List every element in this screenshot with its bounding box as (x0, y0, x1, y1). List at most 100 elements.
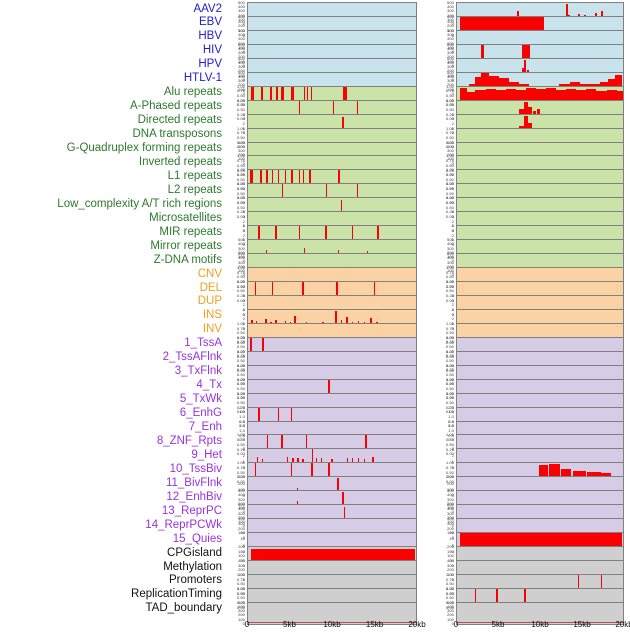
y-tick-label: 1.00 (236, 83, 245, 89)
y-tick-label: 0.00 (445, 214, 454, 219)
y-tick-label: 2 (242, 316, 245, 322)
y-tick-label: 0.25 (236, 139, 245, 145)
track-label-ebv: EBV (198, 16, 222, 29)
track-label-hiv: HIV (202, 44, 222, 57)
y-tick-label: 0.50 (445, 469, 454, 475)
y-tick-label: 200 (238, 82, 245, 88)
y-tick-label: 1 (451, 223, 454, 229)
y-tick-label: 0 (451, 63, 454, 68)
y-tick-label: 1.00 (236, 586, 245, 591)
y-axis-ticks: 1.00 0.75 0.50 0.25 0.00 (228, 97, 246, 122)
track-bar (521, 44, 531, 65)
y-tick-label: 300 (238, 608, 245, 614)
y-tick-label: 4 (451, 209, 454, 215)
y-tick-label: 100 (238, 44, 245, 50)
track-bar (260, 86, 264, 107)
y-tick-label: 100 (238, 17, 245, 22)
y-axis-ticks: 1.00 0.75 0.50 0.25 0.00 (228, 126, 246, 150)
track-bar (535, 89, 547, 107)
y-tick-label: 2 (451, 232, 454, 238)
y-axis-ticks: 1.00 0.75 0.50 0.25 0.00 (437, 321, 455, 345)
y-tick-label: 100 (238, 156, 245, 162)
y-axis-ticks: 1.00 0.75 0.50 0.25 0.00 (437, 126, 455, 150)
y-tick-label: 0.75 (236, 590, 245, 596)
y-axis-ticks: 1.00 0.75 0.50 0.25 0.00 (228, 377, 246, 401)
y-tick-label: 0.25 (236, 111, 245, 117)
y-tick-label: 1.00 (445, 376, 454, 382)
y-tick-label: 400 (238, 46, 245, 51)
track-row[interactable] (247, 601, 417, 625)
track-row[interactable] (456, 601, 624, 625)
y-tick-label: 1.00 (236, 432, 245, 438)
y-axis-ticks: 500 400 300 200 100 0 (228, 489, 246, 514)
y-tick-label: 400 (238, 241, 245, 247)
y-tick-label: 0.25 (445, 586, 454, 591)
track-label-2-tssaflnk: 2_TssAFlnk (162, 351, 222, 364)
y-axis-ticks: 500 400 300 200 100 0 (437, 69, 455, 95)
track-bar (561, 468, 572, 484)
y-tick-label: 0.00 (236, 451, 245, 457)
track-label-8-znf-rpts: 8_ZNF_Rpts (156, 434, 222, 447)
y-tick-label: 400 (447, 241, 454, 247)
y-tick-label: 0.5 (239, 418, 245, 424)
y-tick-label: 0.50 (445, 581, 454, 587)
track-bar (299, 226, 301, 247)
track-label-9-het: 9_Het (191, 448, 222, 461)
y-tick-label: 0.75 (445, 130, 454, 136)
track-bar (290, 463, 293, 484)
y-tick-label: 0.75 (236, 437, 245, 442)
y-tick-label: 0.75 (445, 339, 454, 345)
y-axis-ticks: 400 300 200 100 0 (437, 559, 455, 582)
y-tick-label: 400 (447, 74, 454, 79)
y-tick-label: 0 (451, 325, 454, 331)
y-tick-label: 1.00 (236, 97, 245, 103)
track-bar (309, 170, 311, 191)
y-tick-label: 0.25 (445, 335, 454, 340)
y-tick-label: 0 (242, 465, 245, 471)
y-tick-label: 0.25 (445, 181, 454, 187)
y-tick-label: 4 (451, 307, 454, 312)
y-axis-ticks: 400 300 200 100 0 (437, 517, 455, 540)
track-bar (515, 89, 526, 107)
y-tick-label: 200 (238, 54, 245, 60)
y-tick-label: 0 (451, 563, 454, 568)
y-tick-label: 100 (238, 72, 245, 78)
y-tick-label: 0.25 (445, 195, 454, 201)
y-tick-label: 0 (242, 311, 245, 317)
track-bar (467, 91, 476, 107)
y-tick-label: 3 (451, 311, 454, 317)
track-label-15-quies: 15_Quies (172, 532, 222, 545)
track-bar (271, 170, 274, 191)
track-baseline (457, 621, 623, 623)
track-bar (499, 78, 510, 93)
y-tick-label: 0.25 (445, 390, 454, 396)
track-bar (338, 170, 341, 191)
y-tick-label: 500 (447, 237, 454, 242)
y-tick-label: 100 (238, 28, 245, 33)
track-bar (259, 170, 262, 191)
y-tick-label: 0.50 (445, 372, 454, 377)
x-axis: 0 5kb 10kb 15kb 20kb (245, 620, 426, 636)
y-tick-label: 0.50 (445, 386, 454, 391)
y-tick-label: 2 (242, 232, 245, 238)
track-label-htlv-1: HTLV-1 (183, 72, 222, 85)
y-tick-label: 0.00 (445, 284, 454, 289)
y-tick-label: 0 (242, 535, 245, 540)
y-tick-label: 500 (238, 69, 245, 75)
track-bar (249, 337, 253, 358)
track-bar (310, 463, 313, 484)
y-tick-label: 500 (447, 69, 454, 75)
y-tick-label: 3 (451, 214, 454, 219)
y-tick-label: 400 (238, 516, 245, 521)
y-tick-label: 0.75 (445, 465, 454, 470)
y-tick-label: 400 (447, 516, 454, 521)
y-tick-label: 300 (238, 259, 245, 265)
y-tick-label: 0.25 (445, 111, 454, 117)
y-tick-label: 300 (238, 245, 245, 251)
y-tick-label: 0.00 (236, 214, 245, 219)
y-tick-label: 400 (238, 492, 245, 498)
y-axis-ticks: 500 400 300 200 100 0 (437, 600, 455, 625)
